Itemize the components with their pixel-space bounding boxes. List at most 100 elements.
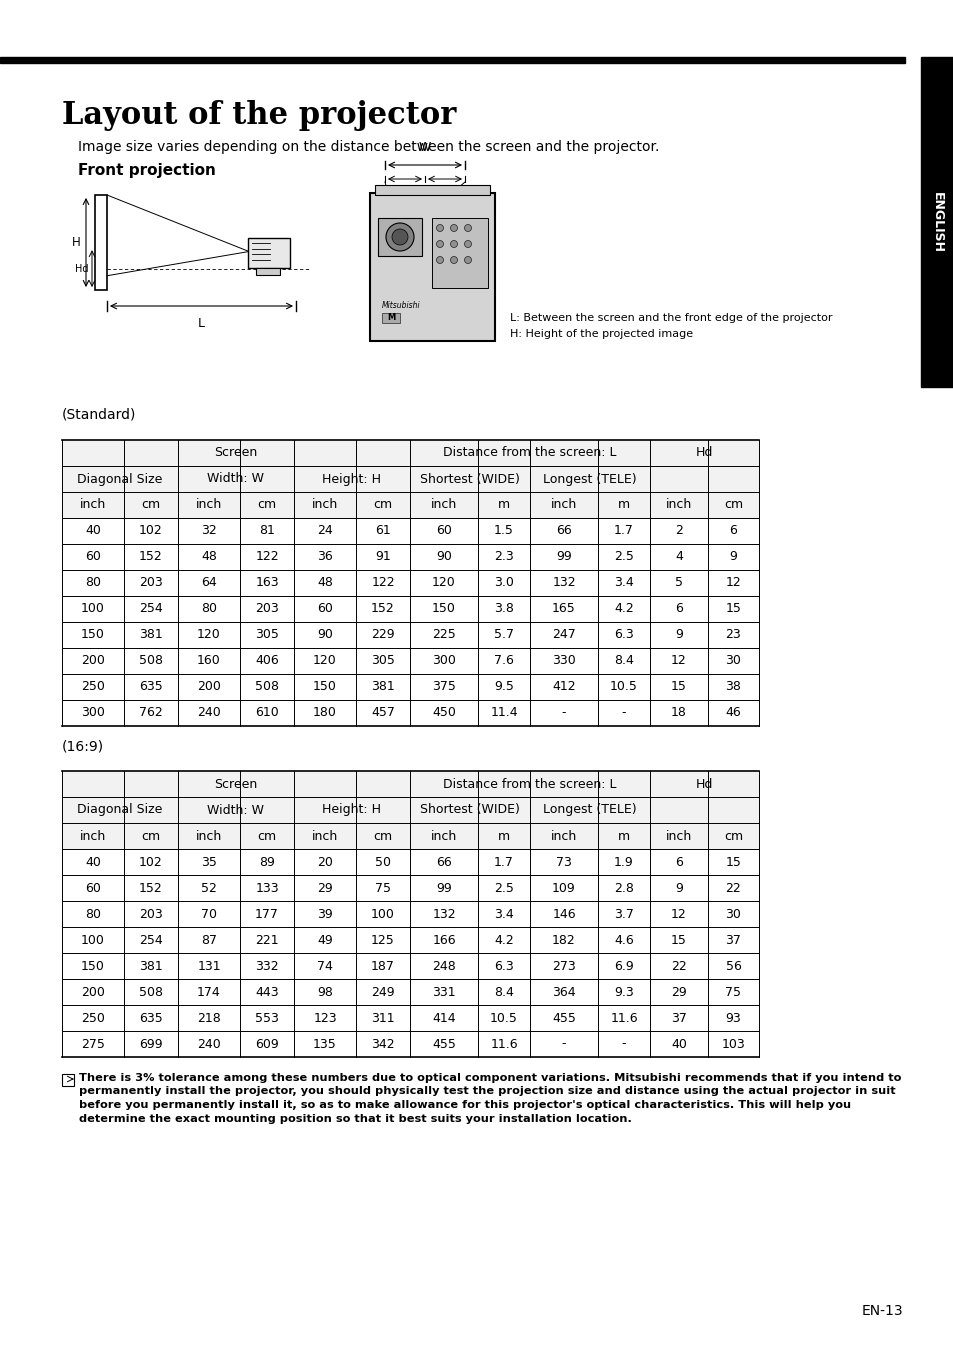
Text: 99: 99 bbox=[436, 882, 452, 895]
Text: 50: 50 bbox=[375, 856, 391, 868]
Text: 150: 150 bbox=[81, 628, 105, 642]
Text: EN-13: EN-13 bbox=[862, 1304, 902, 1318]
Text: 109: 109 bbox=[552, 882, 576, 895]
Text: 152: 152 bbox=[139, 550, 163, 563]
Text: 131: 131 bbox=[197, 960, 220, 972]
Text: 91: 91 bbox=[375, 550, 391, 563]
Text: 24: 24 bbox=[316, 524, 333, 538]
Text: 150: 150 bbox=[313, 681, 336, 693]
Text: 508: 508 bbox=[139, 655, 163, 667]
Text: 100: 100 bbox=[81, 603, 105, 616]
Text: 160: 160 bbox=[197, 655, 221, 667]
Text: 70: 70 bbox=[201, 907, 216, 921]
Text: 29: 29 bbox=[670, 985, 686, 999]
Text: inch: inch bbox=[550, 829, 577, 842]
Text: L: L bbox=[198, 317, 205, 330]
Text: 248: 248 bbox=[432, 960, 456, 972]
Text: 81: 81 bbox=[259, 524, 274, 538]
Text: H: Height of the projected image: H: Height of the projected image bbox=[510, 329, 693, 338]
Text: B: B bbox=[440, 187, 449, 200]
Text: Longest (TELE): Longest (TELE) bbox=[542, 473, 637, 485]
Text: 40: 40 bbox=[670, 1038, 686, 1050]
Text: H: H bbox=[71, 236, 80, 249]
Circle shape bbox=[436, 225, 443, 232]
Text: 15: 15 bbox=[725, 856, 740, 868]
Text: 218: 218 bbox=[197, 1011, 221, 1024]
Text: 250: 250 bbox=[81, 681, 105, 693]
Text: W: W bbox=[418, 142, 431, 154]
Text: Shortest (WIDE): Shortest (WIDE) bbox=[419, 473, 519, 485]
Text: 36: 36 bbox=[316, 550, 333, 563]
Text: 132: 132 bbox=[432, 907, 456, 921]
Text: 56: 56 bbox=[725, 960, 740, 972]
Text: 182: 182 bbox=[552, 934, 576, 946]
Text: 3.4: 3.4 bbox=[494, 907, 514, 921]
Text: 2.8: 2.8 bbox=[614, 882, 634, 895]
Text: 342: 342 bbox=[371, 1038, 395, 1050]
Text: 330: 330 bbox=[552, 655, 576, 667]
Text: 221: 221 bbox=[254, 934, 278, 946]
Text: Diagonal Size: Diagonal Size bbox=[77, 803, 163, 817]
Text: 450: 450 bbox=[432, 706, 456, 720]
Text: 4: 4 bbox=[675, 550, 682, 563]
Text: inch: inch bbox=[195, 829, 222, 842]
Text: 18: 18 bbox=[670, 706, 686, 720]
Text: 89: 89 bbox=[259, 856, 274, 868]
Text: 203: 203 bbox=[139, 577, 163, 589]
Text: 375: 375 bbox=[432, 681, 456, 693]
Text: 414: 414 bbox=[432, 1011, 456, 1024]
Bar bbox=[377, 218, 421, 256]
Text: There is 3% tolerance among these numbers due to optical component variations. M: There is 3% tolerance among these number… bbox=[79, 1073, 901, 1082]
Text: 4.2: 4.2 bbox=[494, 934, 514, 946]
Text: 125: 125 bbox=[371, 934, 395, 946]
Text: 180: 180 bbox=[313, 706, 336, 720]
Text: 20: 20 bbox=[316, 856, 333, 868]
Text: 635: 635 bbox=[139, 1011, 163, 1024]
Text: 457: 457 bbox=[371, 706, 395, 720]
Text: 10.5: 10.5 bbox=[490, 1011, 517, 1024]
Circle shape bbox=[436, 256, 443, 263]
Text: 699: 699 bbox=[139, 1038, 163, 1050]
Text: 46: 46 bbox=[725, 706, 740, 720]
Text: inch: inch bbox=[80, 499, 106, 511]
Text: 254: 254 bbox=[139, 934, 163, 946]
Text: 22: 22 bbox=[725, 882, 740, 895]
Text: 508: 508 bbox=[254, 681, 278, 693]
Text: 15: 15 bbox=[670, 681, 686, 693]
Text: 90: 90 bbox=[316, 628, 333, 642]
Text: 40: 40 bbox=[85, 524, 101, 538]
Text: cm: cm bbox=[373, 499, 392, 511]
Text: 331: 331 bbox=[432, 985, 456, 999]
Text: (16:9): (16:9) bbox=[62, 739, 104, 754]
Text: 152: 152 bbox=[371, 603, 395, 616]
Text: 200: 200 bbox=[81, 985, 105, 999]
Text: 48: 48 bbox=[316, 577, 333, 589]
Text: 200: 200 bbox=[81, 655, 105, 667]
Text: inch: inch bbox=[312, 499, 337, 511]
Text: 60: 60 bbox=[85, 882, 101, 895]
Text: 2: 2 bbox=[675, 524, 682, 538]
Text: 30: 30 bbox=[725, 655, 740, 667]
Text: 23: 23 bbox=[725, 628, 740, 642]
Text: 443: 443 bbox=[254, 985, 278, 999]
Text: 305: 305 bbox=[371, 655, 395, 667]
Bar bbox=[95, 195, 107, 290]
Circle shape bbox=[450, 240, 457, 248]
Text: 152: 152 bbox=[139, 882, 163, 895]
Text: 9.5: 9.5 bbox=[494, 681, 514, 693]
Text: -: - bbox=[561, 1038, 566, 1050]
Text: 455: 455 bbox=[432, 1038, 456, 1050]
Circle shape bbox=[464, 240, 471, 248]
Text: 74: 74 bbox=[316, 960, 333, 972]
Text: 87: 87 bbox=[201, 934, 216, 946]
Text: 187: 187 bbox=[371, 960, 395, 972]
Bar bbox=[62, 824, 759, 849]
Text: 80: 80 bbox=[201, 603, 216, 616]
Text: 165: 165 bbox=[552, 603, 576, 616]
Bar bbox=[62, 439, 759, 466]
Text: 52: 52 bbox=[201, 882, 216, 895]
Text: 553: 553 bbox=[254, 1011, 278, 1024]
Text: 6: 6 bbox=[729, 524, 737, 538]
Text: -: - bbox=[561, 706, 566, 720]
Text: Distance from the screen: L: Distance from the screen: L bbox=[443, 446, 616, 460]
